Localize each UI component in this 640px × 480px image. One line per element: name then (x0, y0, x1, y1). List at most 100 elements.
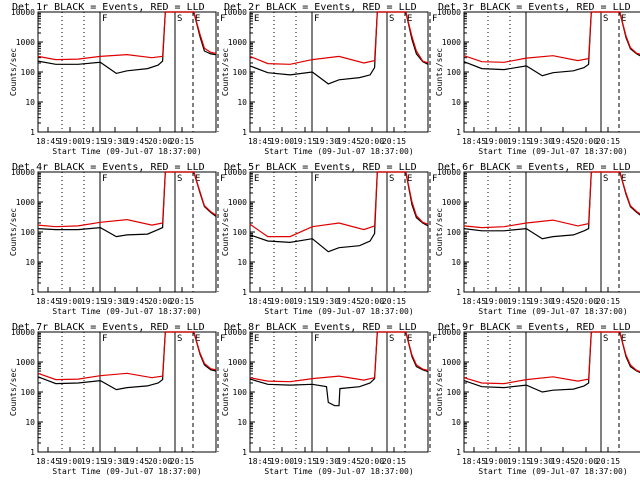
plot-frame (249, 331, 429, 453)
y-tick-label: 100 (447, 228, 462, 237)
marker-label: E (195, 334, 200, 344)
events-series-line (249, 331, 429, 407)
marker-label: F (102, 334, 107, 344)
events-series-line (249, 11, 429, 85)
marker-label: S (603, 174, 608, 184)
x-tick-label: 20:15 (170, 137, 194, 146)
x-tick-label: 19:30 (529, 457, 553, 466)
y-tick-label: 100 (233, 228, 248, 237)
x-tick-label: 18:45 (462, 297, 486, 306)
marker-label: F (102, 174, 107, 184)
x-tick-label: 19:15 (507, 297, 531, 306)
events-series-line (37, 331, 217, 391)
x-tick-label: 20:00 (148, 457, 172, 466)
y-tick-label: 1000 (442, 358, 461, 367)
marker-label: S (177, 174, 182, 184)
panel-title: Det 6r BLACK = Events, RED = LLD (438, 162, 631, 173)
y-tick-label: 10 (25, 418, 35, 427)
panel-title: Det 7r BLACK = Events, RED = LLD (12, 322, 205, 333)
x-tick-label: 19:45 (551, 297, 575, 306)
x-tick-label: 19:45 (125, 297, 149, 306)
x-tick-label: 19:45 (337, 297, 361, 306)
y-tick-label: 1000 (16, 198, 35, 207)
events-series-line (463, 331, 640, 393)
detector-panel: Det 3r BLACK = Events, RED = LLD 1 10 100 10… (435, 2, 640, 156)
detector-panel: Det 1r BLACK = Events, RED = LLD 1 10 100 10… (9, 2, 225, 156)
y-tick-label: 100 (233, 388, 248, 397)
x-axis-label: Start Time (09-Jul-07 18:37:00) (478, 467, 627, 476)
x-tick-label: 19:45 (125, 457, 149, 466)
y-tick-label: 10000 (437, 328, 461, 337)
x-tick-label: 19:00 (484, 297, 508, 306)
x-tick-label: 20:00 (360, 137, 384, 146)
x-tick-label: 20:15 (596, 297, 620, 306)
detector-panel: Det 6r BLACK = Events, RED = LLD 1 10 100 10… (435, 162, 640, 316)
x-tick-label: 20:15 (382, 297, 406, 306)
y-axis-label: Counts/sec (9, 368, 18, 416)
y-tick-label: 1 (456, 448, 461, 457)
x-tick-label: 19:15 (293, 137, 317, 146)
x-tick-label: 19:15 (293, 457, 317, 466)
lld-series-line (37, 171, 217, 228)
plot-frame (37, 11, 217, 133)
y-axis-label: Counts/sec (435, 368, 444, 416)
marker-label: S (389, 14, 394, 24)
detector-panel: Det 4r BLACK = Events, RED = LLD 1 10 100 10… (9, 162, 225, 316)
x-tick-label: 20:15 (382, 457, 406, 466)
lld-series-line (37, 11, 217, 61)
marker-label: F (102, 14, 107, 24)
x-tick-label: 19:15 (81, 137, 105, 146)
x-axis-label: Start Time (09-Jul-07 18:37:00) (478, 147, 627, 156)
marker-label: F (220, 334, 225, 344)
x-tick-label: 20:15 (596, 457, 620, 466)
x-tick-label: 19:45 (551, 137, 575, 146)
x-tick-label: 20:15 (170, 297, 194, 306)
marker-label: E (621, 14, 626, 24)
detector-panel: Det 8r BLACK = Events, RED = LLD 1 10 100 10… (221, 322, 437, 476)
y-tick-label: 1 (30, 448, 35, 457)
y-tick-label: 100 (233, 68, 248, 77)
y-tick-label: 10 (451, 98, 461, 107)
marker-label: F (314, 174, 319, 184)
y-tick-label: 1000 (16, 38, 35, 47)
lld-series-line (249, 331, 429, 383)
x-tick-label: 18:45 (462, 137, 486, 146)
panel-title: Det 2r BLACK = Events, RED = LLD (224, 2, 417, 13)
marker-label: F (220, 14, 225, 24)
y-tick-label: 100 (447, 68, 462, 77)
lld-series-line (463, 331, 640, 385)
x-tick-label: 19:45 (337, 457, 361, 466)
marker-label: E (407, 334, 412, 344)
x-tick-label: 19:00 (58, 137, 82, 146)
x-tick-label: 19:30 (529, 137, 553, 146)
events-series-line (463, 11, 640, 77)
y-axis-label: Counts/sec (435, 48, 444, 96)
x-tick-label: 19:00 (484, 457, 508, 466)
marker-label: E (254, 174, 259, 184)
lld-series-line (37, 331, 217, 381)
panel-title: Det 3r BLACK = Events, RED = LLD (438, 2, 631, 13)
panel-title: Det 4r BLACK = Events, RED = LLD (12, 162, 205, 173)
y-tick-label: 10 (237, 98, 247, 107)
x-tick-label: 19:15 (507, 137, 531, 146)
x-tick-label: 18:45 (248, 137, 272, 146)
y-tick-label: 100 (447, 388, 462, 397)
y-axis-label: Counts/sec (435, 208, 444, 256)
y-tick-label: 10000 (437, 168, 461, 177)
marker-label: E (621, 334, 626, 344)
x-tick-label: 19:30 (103, 297, 127, 306)
y-tick-label: 100 (21, 228, 36, 237)
y-tick-label: 100 (21, 388, 36, 397)
x-tick-label: 19:15 (293, 297, 317, 306)
x-tick-label: 20:00 (574, 137, 598, 146)
y-tick-label: 1 (242, 448, 247, 457)
marker-label: S (389, 174, 394, 184)
detector-panel: Det 7r BLACK = Events, RED = LLD 1 10 100 10… (9, 322, 225, 476)
y-tick-label: 1000 (442, 38, 461, 47)
x-tick-label: 19:30 (315, 297, 339, 306)
y-tick-label: 10 (451, 258, 461, 267)
y-tick-label: 10000 (223, 328, 247, 337)
y-tick-label: 1000 (16, 358, 35, 367)
x-axis-label: Start Time (09-Jul-07 18:37:00) (52, 147, 201, 156)
marker-label: E (407, 174, 412, 184)
